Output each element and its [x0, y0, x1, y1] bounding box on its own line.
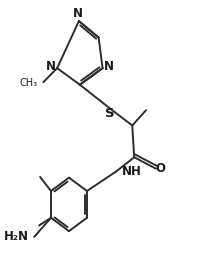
Text: O: O — [155, 162, 165, 175]
Text: NH: NH — [122, 165, 142, 178]
Text: N: N — [46, 60, 56, 73]
Text: CH₃: CH₃ — [20, 78, 38, 88]
Text: H₂N: H₂N — [4, 230, 29, 243]
Text: S: S — [105, 108, 114, 121]
Text: N: N — [73, 7, 83, 20]
Text: N: N — [104, 60, 114, 73]
